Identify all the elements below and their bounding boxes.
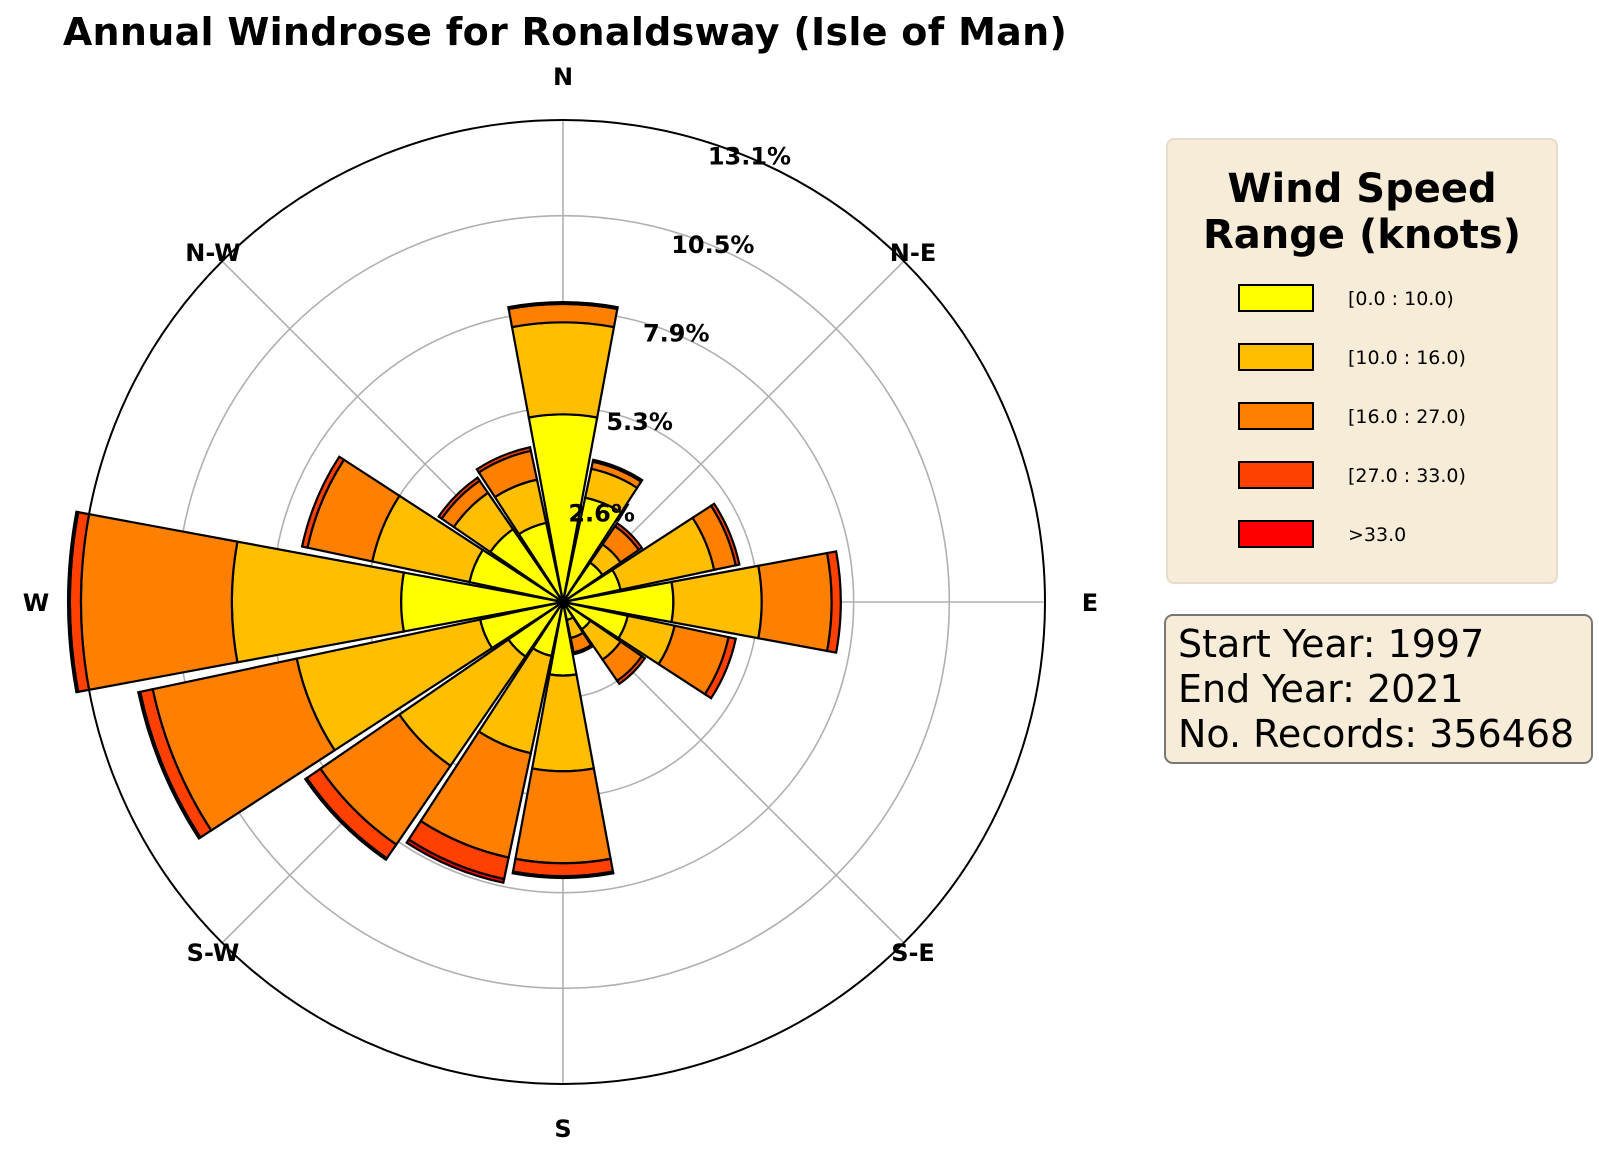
compass-label: S-W (187, 939, 240, 967)
chart-title: Annual Windrose for Ronaldsway (Isle of … (62, 10, 1068, 54)
compass-label: W (23, 589, 49, 617)
windrose-segment (303, 776, 389, 862)
windrose-segment (591, 458, 644, 484)
legend-swatch (1238, 343, 1314, 371)
legend-label: [16.0 : 27.0) (1348, 406, 1466, 428)
compass-label: N-W (185, 239, 240, 267)
windrose-segment (514, 767, 612, 865)
windrose-segment (757, 551, 833, 653)
windrose-segment (825, 550, 842, 654)
legend-label: >33.0 (1348, 524, 1407, 546)
windrose-segment (405, 838, 506, 885)
start-year: Start Year: 1997 (1178, 622, 1485, 666)
compass-label: N-E (890, 239, 936, 267)
radial-tick-label: 5.3% (606, 408, 673, 436)
legend-label: [0.0 : 10.0) (1348, 288, 1454, 310)
radial-tick-labels: 2.6% 5.3% 7.9% 10.5% 13.1% (568, 143, 791, 528)
windrose-segment (709, 502, 741, 567)
windrose-segment (572, 643, 594, 656)
radial-tick-label: 2.6% (568, 500, 635, 528)
record-info-box: Start Year: 1997 End Year: 2021 No. Reco… (1164, 614, 1593, 764)
legend-label: [10.0 : 16.0) (1348, 347, 1466, 369)
windrose-segment (615, 654, 647, 686)
legend-swatch (1238, 461, 1314, 489)
legend: Wind Speed Range (knots) [0.0 : 10.0) [1… (1166, 138, 1558, 584)
compass-label: S-E (891, 939, 935, 967)
legend-swatch (1238, 284, 1314, 312)
windrose-segment (510, 321, 616, 419)
windrose-segment (137, 690, 202, 840)
windrose-segment (613, 521, 644, 552)
compass-label: E (1082, 589, 1098, 617)
windrose-segment (67, 510, 80, 694)
windrose-segment (507, 301, 619, 311)
compass-label: N (553, 63, 573, 91)
windrose-segment (475, 445, 533, 474)
legend-title-line-1: Wind Speed (1227, 166, 1497, 212)
record-count: No. Records: 356468 (1178, 712, 1575, 756)
legend-swatch (1238, 402, 1314, 430)
windrose-segment (511, 870, 615, 880)
legend-swatch (1238, 520, 1314, 548)
compass-labels: N N-E E S-E S S-W W N-W (23, 63, 1098, 1143)
end-year: End Year: 2021 (1178, 667, 1464, 711)
legend-title: Wind Speed Range (knots) (1168, 166, 1556, 258)
windrose-segment (79, 512, 239, 692)
compass-label: S (554, 1115, 571, 1143)
radial-tick-label: 10.5% (671, 231, 754, 259)
windrose-segment (300, 455, 346, 549)
legend-label: [27.0 : 33.0) (1348, 465, 1466, 487)
legend-title-line-2: Range (knots) (1202, 212, 1521, 258)
windrose-segment (437, 476, 482, 521)
radial-tick-label: 13.1% (708, 143, 791, 171)
windrose-bars (67, 301, 842, 885)
windrose-chart: 2.6% 5.3% 7.9% 10.5% 13.1% N N-E E S-E S S-W W N-W (23, 63, 1098, 1143)
windrose-segment (703, 635, 738, 700)
radial-tick-label: 7.9% (643, 319, 710, 347)
